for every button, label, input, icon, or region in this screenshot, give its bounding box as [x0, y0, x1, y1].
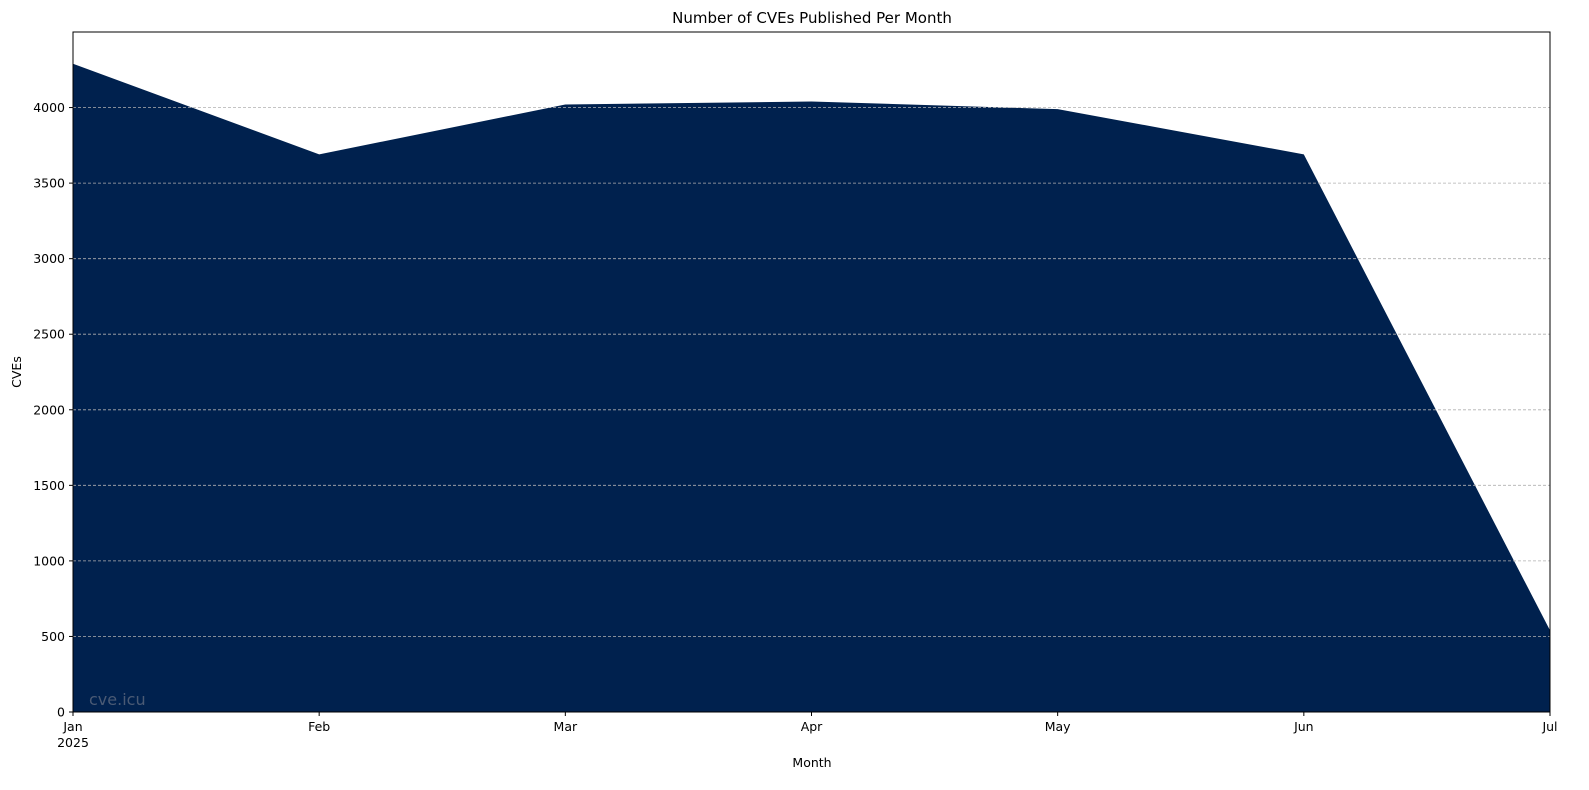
x-tick-label: May	[1045, 719, 1071, 734]
x-tick-label: Jul	[1541, 719, 1557, 734]
y-tick-label: 1500	[33, 478, 65, 493]
plot-area: cve.icu 0 500 1000 1500 2000 2500 3000 3500 4000 J…	[33, 31, 1558, 750]
chart-title: Number of CVEs Published Per Month	[672, 9, 952, 27]
y-tick-label: 3500	[33, 176, 65, 191]
y-tick-label: 1000	[33, 553, 65, 568]
y-tick-label: 2500	[33, 327, 65, 342]
y-tick-label: 4000	[33, 100, 65, 115]
y-tick-label: 3000	[33, 251, 65, 266]
area-series	[73, 63, 1550, 712]
x-tick-label: Jun	[1293, 719, 1314, 734]
y-tick-label: 500	[41, 629, 65, 644]
x-tick-label: Jan	[62, 719, 82, 734]
y-axis-label: CVEs	[9, 356, 24, 388]
x-tick-label: Apr	[801, 719, 823, 734]
x-axis-label: Month	[792, 755, 831, 770]
y-tick-label: 0	[57, 705, 65, 720]
x-tick-year-label: 2025	[57, 735, 89, 750]
x-tick-label: Feb	[308, 719, 330, 734]
watermark-text: cve.icu	[89, 690, 146, 709]
y-tick-label: 2000	[33, 402, 65, 417]
x-tick-label: Mar	[554, 719, 578, 734]
